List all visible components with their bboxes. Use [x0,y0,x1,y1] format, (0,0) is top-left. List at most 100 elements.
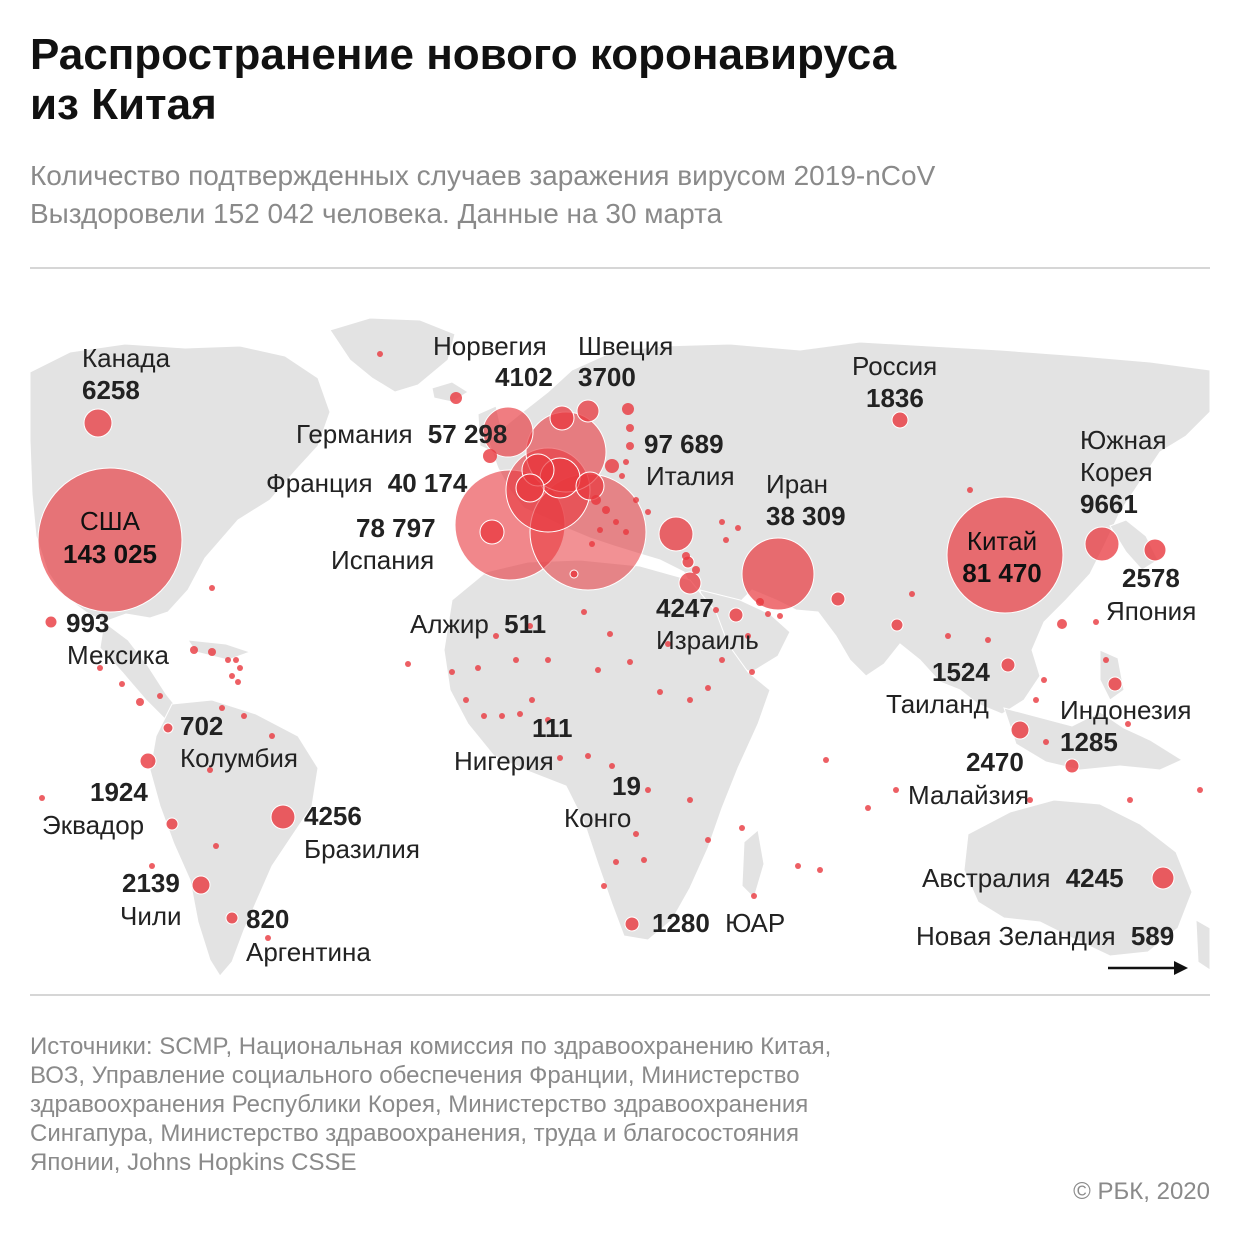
label-mexico-value: 993 [66,608,109,638]
small-dot [233,657,239,663]
label-france-name: Франция [266,468,373,498]
label-sweden-value: 3700 [578,362,636,392]
label-italy-name: Италия [646,461,735,491]
label-brazil-value: 4256 [304,801,362,831]
small-dot [517,711,523,717]
small-dot [481,713,487,719]
small-dot [463,697,469,703]
label-nigeria-value: 111 [532,713,573,743]
label-israel-value: 4247 [656,593,714,623]
new-zealand-arrow [1108,961,1188,975]
small-dot [595,667,601,673]
small-dot [1197,787,1203,793]
bubble-austria [575,471,605,501]
small-dot [622,403,634,415]
bubble-usa [37,467,183,613]
small-dot [719,519,725,525]
small-dot [645,509,651,515]
land-eurasia [487,341,1211,715]
land-new-zealand [1195,919,1211,971]
small-dot [450,392,462,404]
bubble-australia [1151,866,1175,890]
small-dot [237,665,243,671]
bubble-portugal [479,519,505,545]
small-dot [581,609,587,615]
label-new-zealand: Новая Зеландия 589 [916,921,1174,951]
label-south-korea-name-2: Корея [1080,457,1153,487]
label-brazil-name: Бразилия [304,834,420,864]
small-dot [633,831,639,837]
bubble-thailand [1000,657,1016,673]
small-dot [225,657,231,663]
small-dot [545,657,551,663]
bubble-peru [165,817,179,831]
small-dot [1125,721,1131,727]
land-africa [443,559,771,941]
bubble-philippines [1107,676,1123,692]
bubble-algeria [569,569,579,579]
subtitle-line-1: Количество подтвержденных случаев зараже… [30,160,936,191]
small-dot [945,633,951,639]
small-dot [739,825,745,831]
bubble-iran [741,537,815,611]
label-australia-name: Австралия [922,863,1050,893]
small-dot [645,787,651,793]
small-dot [909,591,915,597]
small-dot [483,449,497,463]
small-dot [705,685,711,691]
label-algeria: Алжир 511 [410,609,546,639]
label-australia: Австралия 4245 [922,863,1124,893]
bubble-chile [191,875,211,895]
small-dot [682,552,690,560]
small-dot [449,669,455,675]
bubble-pakistan [830,591,846,607]
small-dot [241,713,247,719]
label-ecuador-value: 1924 [90,777,148,807]
small-dot [545,717,551,723]
chart-title: Распространение нового коронавируса из К… [30,30,1210,130]
small-dot [626,442,634,450]
small-dot [1027,797,1033,803]
label-norway-name: Норвегия [433,331,547,361]
label-new-zealand-name: Новая Зеландия [916,921,1116,951]
small-dot [692,566,700,574]
small-dot [627,659,633,665]
sources-line-2: ВОЗ, Управление социального обеспечения … [30,1062,800,1089]
small-dot [513,657,519,663]
bubble-turkey [658,516,694,552]
small-dot [1093,619,1099,625]
label-thailand-name: Таиланд [886,689,989,719]
label-germany-value: 57 298 [428,419,508,449]
small-dot [613,519,619,525]
small-dot [1057,619,1067,629]
land-southeast-asia-islands [1003,707,1184,771]
small-dot [795,863,801,869]
bubble-south-korea [1084,526,1120,562]
small-dot [235,679,241,685]
label-china-name: Китай [967,526,1037,556]
subtitle-line-2: Выздоровели 152 042 человека. Данные на … [30,198,723,229]
label-chile-value: 2139 [122,868,180,898]
land-layer [29,317,1211,977]
bubble-japan [1143,538,1167,562]
label-japan-name: Япония [1106,596,1196,626]
small-dot [609,763,615,769]
small-dot [985,637,991,643]
small-dot [157,693,163,699]
bubble-canada [83,408,113,438]
bubble-layer [37,399,1175,932]
small-dot [1127,797,1133,803]
small-dots [39,351,1203,941]
label-algeria-name: Алжир [410,609,489,639]
label-japan-value: 2578 [1122,563,1180,593]
small-dot [823,757,829,763]
small-dot [601,883,607,889]
label-thailand-value: 1524 [932,657,990,687]
label-russia-name: Россия [852,351,937,381]
small-dot [585,753,591,759]
small-dot [623,529,629,535]
bottom-divider [30,994,1210,996]
sources-line-1: Источники: SCMP, Национальная комиссия п… [30,1033,832,1060]
small-dot [213,843,219,849]
